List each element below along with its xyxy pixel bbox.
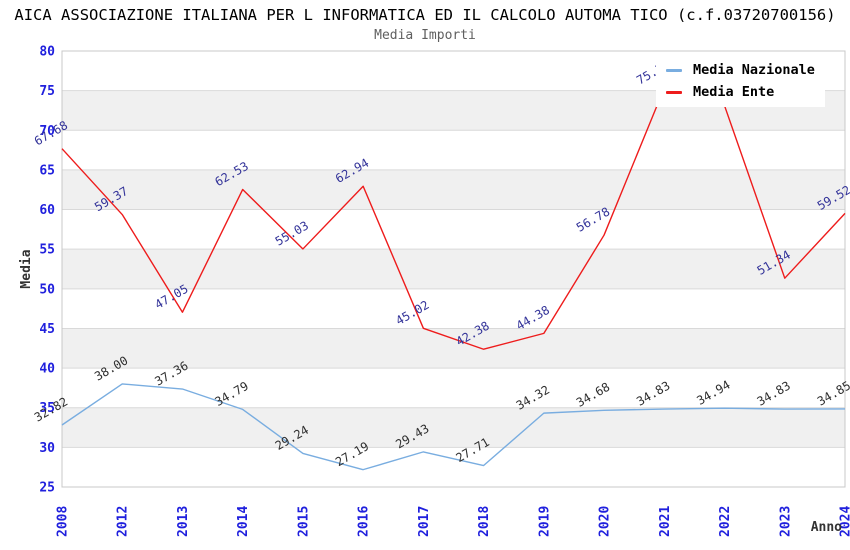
alt-band	[62, 407, 845, 448]
x-tick-label: 2018	[477, 506, 492, 537]
x-tick-label: 2019	[537, 506, 552, 537]
y-tick-label: 80	[39, 45, 55, 60]
y-tick-label: 25	[39, 481, 55, 496]
legend-item-media-nazionale: Media Nazionale	[666, 62, 815, 78]
y-tick-label: 55	[39, 243, 55, 258]
legend: Media Nazionale Media Ente	[656, 57, 825, 107]
y-tick-label: 45	[39, 322, 55, 337]
alt-band	[62, 249, 845, 289]
y-tick-label: 30	[39, 441, 55, 456]
x-tick-label: 2017	[417, 506, 432, 537]
y-tick-label: 75	[39, 84, 55, 99]
chart-subtitle: Media Importi	[374, 28, 476, 43]
x-tick-label: 2012	[116, 506, 131, 537]
y-tick-label: 40	[39, 362, 55, 377]
x-tick-label: 2024	[839, 506, 850, 537]
legend-label-media-ente: Media Ente	[693, 84, 775, 100]
legend-line-swatch-media-nazionale-icon	[666, 68, 682, 72]
series-line-media-nazionale	[61, 383, 846, 471]
x-tick-label: 2008	[56, 506, 71, 537]
y-tick-label: 65	[39, 163, 55, 178]
legend-label-media-nazionale: Media Nazionale	[693, 62, 815, 78]
y-tick-label: 60	[39, 203, 55, 218]
x-axis-title: Anno	[811, 520, 842, 535]
legend-line-swatch-media-ente-icon	[666, 90, 682, 94]
alt-band	[62, 328, 845, 369]
legend-item-media-ente: Media Ente	[666, 84, 815, 100]
y-axis-title: Media	[19, 249, 34, 288]
x-tick-label: 2013	[176, 506, 191, 537]
chart-title: AICA ASSOCIAZIONE ITALIANA PER L INFORMA…	[14, 6, 836, 24]
x-tick-label: 2015	[296, 506, 311, 537]
plot-frame	[61, 50, 846, 488]
x-tick-label: 2022	[718, 506, 733, 537]
x-tick-label: 2020	[598, 506, 613, 537]
x-tick-label: 2016	[357, 506, 372, 537]
y-tick-label: 50	[39, 282, 55, 297]
alt-band	[62, 169, 845, 210]
x-tick-label: 2014	[236, 506, 251, 537]
y-tick-label: 70	[39, 124, 55, 139]
x-tick-label: 2023	[778, 506, 793, 537]
x-tick-label: 2021	[658, 506, 673, 537]
y-tick-label: 35	[39, 401, 55, 416]
